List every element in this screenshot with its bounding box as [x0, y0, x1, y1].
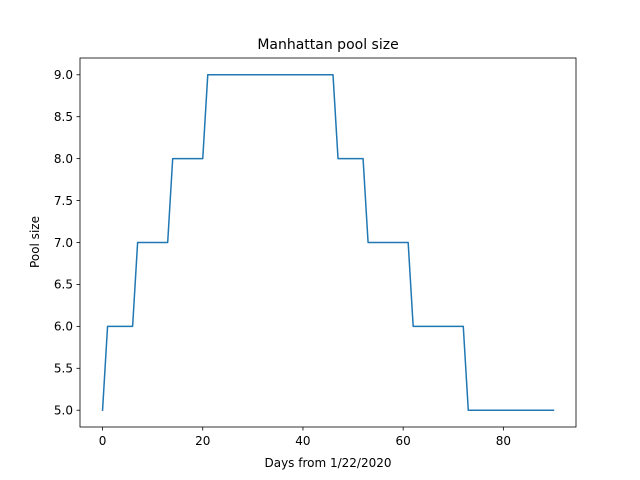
x-tick-label: 0	[99, 434, 107, 448]
y-tick-label: 6.5	[54, 278, 73, 292]
series-line-0	[101, 74, 555, 412]
x-tick-label: 60	[396, 434, 411, 448]
y-tick-label: 5.0	[54, 404, 73, 418]
y-tick-label: 7.0	[54, 236, 73, 250]
x-tick-label: 80	[496, 434, 511, 448]
x-tick-label: 20	[195, 434, 210, 448]
chart-title: Manhattan pool size	[257, 37, 398, 53]
y-tick-label: 9.0	[54, 68, 73, 82]
plot-area	[79, 57, 577, 428]
x-tick-label: 40	[295, 434, 310, 448]
y-tick-label: 8.0	[54, 152, 73, 166]
axis-ticks: 0 20 40 60 80 5.0 5.5 6.0 6.5 7.0 7.5 8.0 8.5 9.0	[54, 68, 511, 448]
y-tick-label: 7.5	[54, 194, 73, 208]
y-axis-label: Pool size	[28, 216, 42, 268]
x-axis-label: Days from 1/22/2020	[264, 456, 391, 470]
y-tick-label: 5.5	[54, 362, 73, 376]
y-tick-label: 6.0	[54, 320, 73, 334]
y-tick-label: 8.5	[54, 110, 73, 124]
